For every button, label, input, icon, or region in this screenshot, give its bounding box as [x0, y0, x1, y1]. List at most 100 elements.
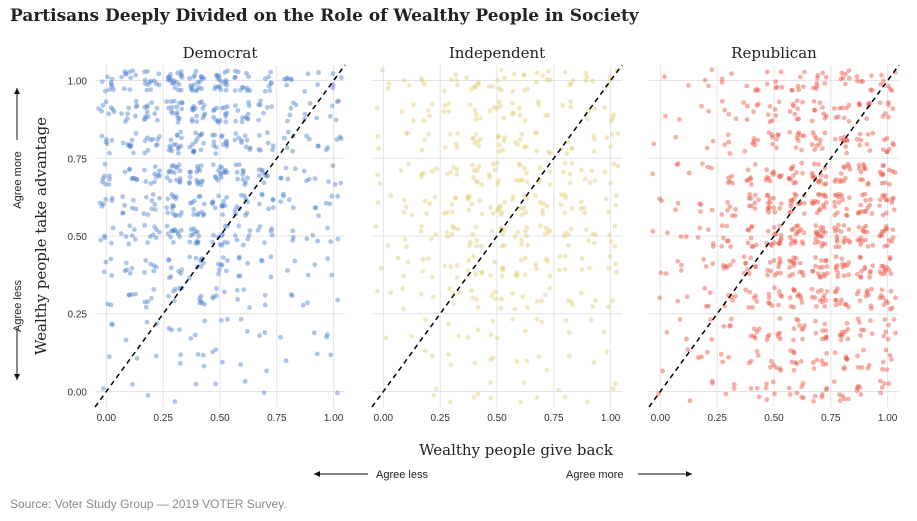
data-point [522, 193, 527, 198]
data-point [465, 268, 471, 273]
data-point [534, 316, 540, 322]
data-point [225, 104, 230, 109]
data-point [793, 316, 799, 322]
data-point [470, 136, 476, 142]
data-point [811, 200, 817, 206]
data-point [790, 101, 796, 107]
data-point [145, 114, 151, 120]
data-point [233, 118, 238, 124]
data-point [885, 336, 891, 342]
data-point [466, 243, 472, 248]
data-point [401, 210, 407, 215]
data-point [120, 210, 126, 216]
data-point [799, 147, 804, 153]
data-point [419, 223, 424, 229]
data-point [212, 174, 218, 179]
data-point [280, 191, 286, 197]
data-point [815, 231, 820, 237]
data-point [196, 194, 202, 200]
data-point [861, 161, 866, 167]
data-point [100, 386, 106, 391]
data-point [856, 210, 862, 216]
data-point [243, 212, 248, 218]
data-point [219, 203, 225, 208]
data-point [777, 174, 783, 180]
data-point [710, 244, 716, 249]
data-point [418, 228, 424, 234]
data-point [495, 77, 500, 83]
data-point [887, 306, 893, 312]
data-point [468, 87, 474, 92]
data-point [820, 202, 826, 208]
data-point [846, 75, 852, 81]
data-point [477, 116, 483, 121]
data-point [839, 70, 845, 76]
data-point [546, 68, 551, 74]
data-point [142, 138, 148, 144]
data-point [242, 379, 248, 384]
data-point [687, 398, 693, 404]
data-point [833, 302, 839, 308]
data-point [234, 204, 240, 210]
data-point [697, 225, 703, 231]
data-point [449, 231, 455, 237]
data-point [522, 88, 527, 93]
data-point [224, 144, 230, 149]
data-point [490, 210, 496, 216]
data-point [492, 290, 498, 295]
data-point [855, 210, 861, 216]
data-point [707, 290, 713, 296]
data-point [509, 197, 515, 203]
data-point [131, 197, 136, 203]
data-point [810, 173, 815, 179]
data-point [220, 142, 226, 148]
data-point [823, 336, 828, 342]
data-point [879, 180, 885, 186]
data-point [171, 81, 177, 86]
data-point [791, 287, 797, 293]
data-point [451, 301, 456, 306]
data-point [453, 195, 458, 201]
data-point [134, 103, 140, 108]
data-point [245, 111, 251, 117]
data-point [840, 75, 846, 81]
data-point [606, 266, 611, 271]
data-point [403, 204, 409, 210]
data-point [719, 80, 725, 85]
data-point [375, 134, 381, 139]
data-point [256, 117, 261, 123]
data-point [751, 109, 756, 115]
data-point [335, 390, 340, 396]
data-point [859, 238, 865, 244]
data-point [602, 169, 608, 175]
data-point [237, 273, 243, 279]
data-point [198, 179, 204, 185]
data-point [515, 229, 521, 235]
y-less-arrow [14, 328, 20, 380]
data-point [752, 200, 758, 206]
data-point [766, 332, 772, 338]
data-point [771, 205, 776, 211]
data-point [201, 140, 207, 146]
data-point [539, 298, 544, 304]
data-point [152, 207, 158, 212]
data-point [142, 69, 148, 75]
data-point [300, 302, 306, 308]
data-point [839, 329, 845, 335]
data-point [109, 198, 115, 204]
data-point [224, 110, 230, 116]
data-point [868, 303, 874, 309]
data-point [176, 100, 182, 106]
data-point [167, 143, 173, 149]
data-point [312, 262, 318, 268]
data-point [270, 205, 276, 211]
data-point [191, 149, 197, 155]
data-point [839, 105, 845, 111]
data-point [190, 107, 196, 113]
data-point [885, 300, 891, 306]
data-point [187, 275, 192, 281]
data-point [820, 241, 826, 246]
data-point [264, 173, 270, 179]
data-point [475, 327, 481, 333]
data-point [519, 177, 525, 183]
